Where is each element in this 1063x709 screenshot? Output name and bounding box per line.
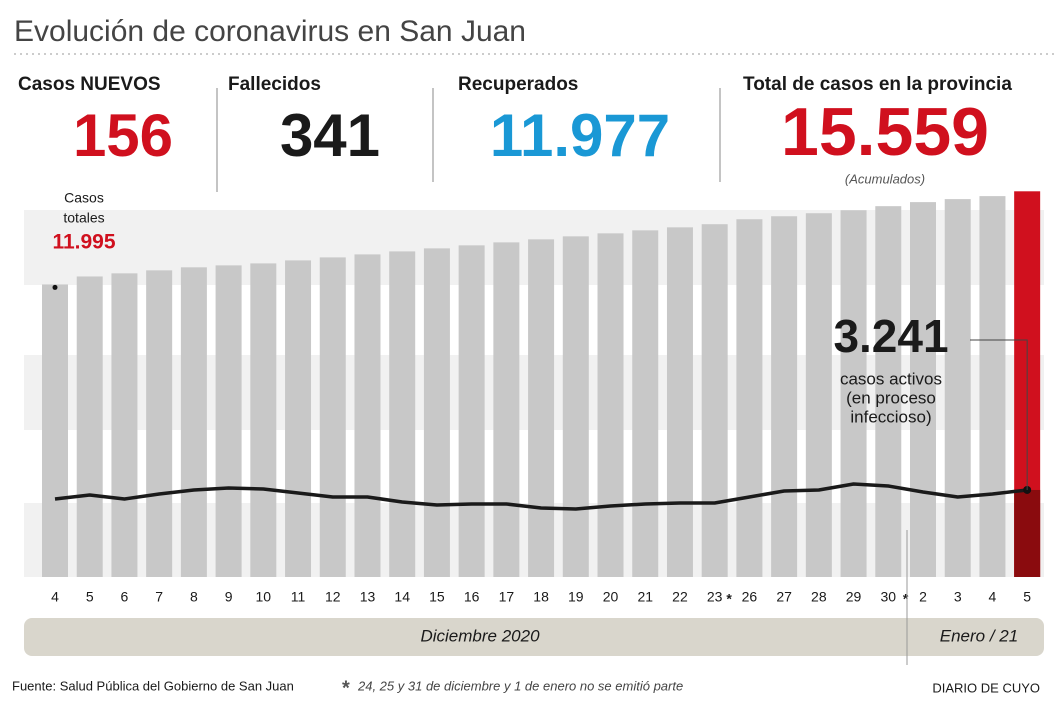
stat-label: Total de casos en la provincia bbox=[743, 74, 1012, 95]
footnote-marker: * bbox=[342, 677, 350, 699]
bar bbox=[597, 233, 624, 577]
x-tick-label: 6 bbox=[121, 589, 129, 605]
x-tick-label: 28 bbox=[811, 589, 827, 605]
gap-marker: * bbox=[903, 591, 909, 607]
bar bbox=[423, 248, 450, 577]
active-line bbox=[54, 482, 1028, 511]
x-tick-label: 27 bbox=[776, 589, 792, 605]
source: Fuente: Salud Pública del Gobierno de Sa… bbox=[12, 678, 294, 693]
x-tick-label: 4 bbox=[51, 589, 59, 605]
bar bbox=[111, 273, 138, 577]
bar bbox=[389, 251, 416, 577]
footnote: 24, 25 y 31 de diciembre y 1 de enero no… bbox=[357, 678, 683, 693]
x-tick-label: 5 bbox=[86, 589, 94, 605]
x-tick-label: 13 bbox=[360, 589, 376, 605]
stat-label: Fallecidos bbox=[228, 74, 321, 95]
x-tick-label: 10 bbox=[256, 589, 272, 605]
bar bbox=[458, 245, 485, 578]
month-label: Diciembre 2020 bbox=[420, 626, 540, 645]
x-tick-label: 26 bbox=[742, 589, 758, 605]
leader bbox=[970, 339, 1028, 490]
stat-value: 156 bbox=[73, 102, 173, 169]
bar bbox=[875, 206, 902, 577]
bar bbox=[42, 284, 68, 577]
x-tick-label: 7 bbox=[155, 589, 163, 605]
x-tick-label: 8 bbox=[190, 589, 198, 605]
x-tick-label: 16 bbox=[464, 589, 480, 605]
x-tick-label: 18 bbox=[533, 589, 549, 605]
stat-label: Recuperados bbox=[458, 74, 578, 95]
plot: 4 5 6 7 8 9 10 11 12 13 14 15 16 17 18 19 20 21 22 23 26 27 28… bbox=[42, 190, 1041, 607]
brand: DIARIO DE CUYO bbox=[932, 680, 1040, 695]
bar bbox=[944, 199, 971, 577]
x-tick-label: 9 bbox=[225, 589, 233, 605]
annotation: infeccioso) bbox=[850, 407, 931, 426]
x-tick-label: 3 bbox=[954, 589, 962, 605]
annotation: (en proceso bbox=[846, 388, 936, 407]
x-tick-label: 4 bbox=[989, 589, 997, 605]
x-tick-label: 17 bbox=[499, 589, 515, 605]
bar bbox=[805, 213, 832, 577]
x-tick-label: 14 bbox=[394, 589, 410, 605]
annotation-value: 11.995 bbox=[52, 231, 115, 254]
bar bbox=[528, 239, 555, 577]
bar bbox=[910, 202, 936, 577]
x-tick-label: 11 bbox=[291, 589, 306, 605]
stat-value: 15.559 bbox=[781, 94, 989, 170]
stat-value: 341 bbox=[280, 102, 380, 169]
bar bbox=[632, 230, 659, 577]
bar bbox=[76, 276, 103, 577]
x-tick-label: 19 bbox=[568, 589, 584, 605]
active-segment bbox=[1014, 489, 1041, 577]
bar bbox=[215, 265, 242, 577]
x-tick-label: 15 bbox=[429, 589, 445, 605]
stat-note: (Acumulados) bbox=[845, 171, 925, 186]
annotation: casos activos bbox=[840, 369, 942, 388]
bar bbox=[285, 260, 312, 577]
bar bbox=[354, 254, 381, 577]
x-tick-label: 12 bbox=[325, 589, 341, 605]
month-label: Enero / 21 bbox=[940, 626, 1018, 645]
bar bbox=[736, 219, 763, 577]
bar bbox=[840, 210, 867, 577]
x-tick-label: 21 bbox=[637, 589, 653, 605]
start-dot bbox=[52, 284, 58, 290]
bar bbox=[562, 236, 589, 578]
stat-value: 11.977 bbox=[490, 102, 670, 169]
bar bbox=[250, 263, 277, 577]
title: Evolución de coronavirus en San Juan bbox=[14, 15, 526, 48]
annotation: Casos bbox=[64, 190, 104, 206]
x-tick-label: 23 bbox=[707, 589, 723, 605]
x-tick-label: 2 bbox=[919, 589, 927, 605]
annotation-value: 3.241 bbox=[833, 310, 948, 362]
bar bbox=[979, 196, 1006, 577]
month-bar bbox=[24, 618, 1044, 656]
annotation: totales bbox=[63, 210, 104, 226]
bar bbox=[146, 270, 173, 577]
bar bbox=[666, 227, 693, 577]
bar bbox=[493, 242, 520, 577]
gap-marker: * bbox=[726, 591, 732, 607]
x-tick-label: 30 bbox=[880, 589, 896, 605]
x-tick-label: 5 bbox=[1023, 589, 1031, 605]
bar bbox=[180, 267, 207, 577]
x-tick-label: 22 bbox=[672, 589, 688, 605]
x-tick-label: 29 bbox=[846, 589, 862, 605]
bar bbox=[701, 224, 728, 577]
stat-label: Casos NUEVOS bbox=[18, 74, 161, 95]
x-tick-label: 20 bbox=[603, 589, 619, 605]
bar bbox=[771, 216, 798, 577]
bar bbox=[319, 257, 346, 577]
